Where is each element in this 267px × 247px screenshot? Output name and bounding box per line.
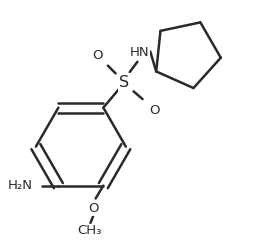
Text: O: O [88, 202, 98, 215]
Text: HN: HN [130, 46, 150, 59]
Text: O: O [149, 104, 159, 117]
Text: CH₃: CH₃ [77, 224, 101, 237]
Text: H₂N: H₂N [8, 179, 33, 192]
Text: O: O [92, 49, 103, 62]
Text: S: S [120, 75, 129, 90]
